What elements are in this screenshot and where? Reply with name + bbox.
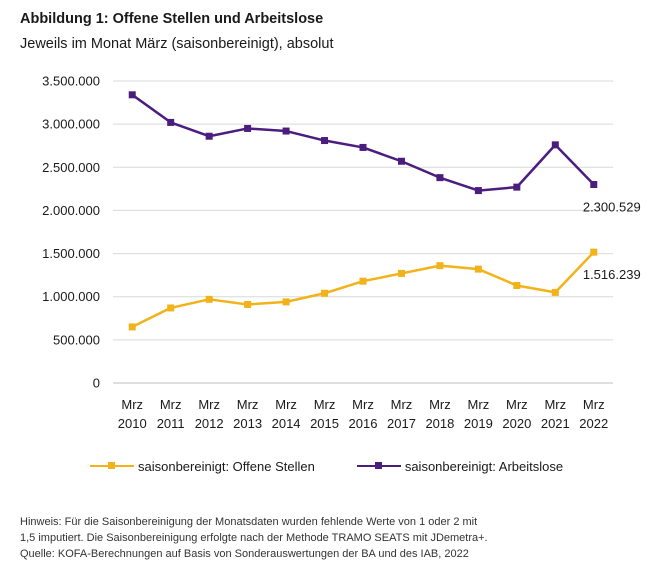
x-tick-label-month: Mrz: [544, 397, 566, 412]
y-tick-label: 2.500.000: [42, 160, 100, 175]
x-tick-label-month: Mrz: [314, 397, 336, 412]
data-point-offene: [321, 289, 329, 297]
x-tick-label-month: Mrz: [429, 397, 451, 412]
line-chart: 0 500.000 1.000.000 1.500.000 2.000.000 2.500…: [42, 74, 641, 432]
x-tick-label-year: 2010: [118, 416, 147, 431]
series-layer: [128, 91, 598, 331]
end-value-label-arbeitslose: 2.300.529: [583, 199, 641, 214]
data-point-arbeitslose: [551, 141, 559, 149]
y-tick-label: 500.000: [53, 332, 100, 347]
x-tick-label-year: 2013: [233, 416, 262, 431]
data-point-arbeitslose: [359, 143, 367, 151]
chart-subtitle: Jeweils im Monat März (saisonbereinigt),…: [20, 36, 334, 52]
data-point-offene: [397, 269, 405, 277]
data-point-arbeitslose: [397, 157, 405, 165]
x-tick-label-year: 2019: [464, 416, 493, 431]
note-line-1: Hinweis: Für die Saisonbereinigung der M…: [20, 516, 478, 528]
data-point-offene: [513, 281, 521, 289]
y-tick-label: 1.000.000: [42, 289, 100, 304]
legend-swatch-arbeitslose: [356, 458, 401, 474]
y-tick-label: 1.500.000: [42, 246, 100, 261]
chart-title: Abbildung 1: Offene Stellen und Arbeitsl…: [20, 11, 324, 27]
x-tick-label-month: Mrz: [583, 397, 605, 412]
data-point-offene: [244, 300, 252, 308]
x-tick-label-month: Mrz: [506, 397, 528, 412]
data-point-arbeitslose: [244, 124, 252, 132]
x-tick-label-month: Mrz: [160, 397, 182, 412]
data-point-arbeitslose: [321, 137, 329, 145]
series-line-offene: [131, 251, 595, 329]
data-point-arbeitslose: [590, 180, 598, 188]
y-tick-label: 3.000.000: [42, 117, 100, 132]
series-line-arbeitslose: [131, 93, 595, 192]
x-tick-label-year: 2012: [195, 416, 224, 431]
x-tick-label-month: Mrz: [198, 397, 220, 412]
x-tick-label-month: Mrz: [352, 397, 374, 412]
legend-item-offene-stellen: saisonbereinigt: Offene Stellen: [90, 458, 315, 474]
data-point-arbeitslose: [205, 132, 213, 140]
x-tick-label-month: Mrz: [275, 397, 297, 412]
legend-label-offene-stellen: saisonbereinigt: Offene Stellen: [138, 458, 315, 474]
x-tick-label-year: 2021: [541, 416, 570, 431]
gridlines: [113, 80, 613, 384]
x-tick-label-year: 2020: [502, 416, 531, 431]
end-value-label-offene: 1.516.239: [583, 267, 641, 282]
x-tick-label-month: Mrz: [121, 397, 143, 412]
note-line-2: 1,5 imputiert. Die Saisonbereinigung erf…: [20, 532, 488, 544]
x-tick-label-year: 2017: [387, 416, 416, 431]
footnotes: Hinweis: Für die Saisonbereinigung der M…: [20, 514, 488, 562]
x-tick-label-month: Mrz: [468, 397, 490, 412]
x-tick-label-month: Mrz: [237, 397, 259, 412]
end-labels: 1.516.239 2.300.529: [583, 199, 641, 282]
data-point-offene: [282, 298, 290, 306]
legend-swatch-offene-stellen: [90, 458, 134, 474]
legend: saisonbereinigt: Offene Stellen saisonbe…: [90, 458, 605, 474]
data-point-offene: [551, 288, 559, 296]
x-tick-label-year: 2022: [579, 416, 608, 431]
data-point-arbeitslose: [436, 174, 444, 182]
data-point-offene: [205, 295, 213, 303]
data-point-arbeitslose: [167, 118, 175, 126]
x-tick-label-year: 2018: [425, 416, 454, 431]
y-axis-ticks: 0 500.000 1.000.000 1.500.000 2.000.000 2.500…: [42, 74, 100, 391]
data-point-offene: [167, 304, 175, 312]
x-tick-label-year: 2016: [349, 416, 378, 431]
x-tick-label-year: 2014: [272, 416, 301, 431]
x-tick-label-year: 2015: [310, 416, 339, 431]
data-point-arbeitslose: [513, 183, 521, 191]
data-point-offene: [436, 262, 444, 270]
y-tick-label: 0: [93, 376, 100, 391]
data-point-offene: [359, 277, 367, 285]
x-axis-ticks: Mrz 2010 Mrz 2011 Mrz 2012 Mrz 2013 Mrz 2014 Mrz 20…: [118, 397, 608, 431]
y-tick-label: 2.000.000: [42, 203, 100, 218]
source-line: Quelle: KOFA-Berechnungen auf Basis von …: [20, 548, 469, 560]
x-tick-label-month: Mrz: [391, 397, 413, 412]
data-point-arbeitslose: [474, 187, 482, 195]
data-point-offene: [474, 265, 482, 273]
legend-item-arbeitslose: saisonbereinigt: Arbeitslose: [356, 458, 564, 474]
data-point-offene: [128, 323, 136, 331]
y-tick-label: 3.500.000: [42, 74, 100, 89]
data-point-arbeitslose: [282, 127, 290, 135]
x-tick-label-year: 2011: [157, 416, 185, 431]
legend-label-arbeitslose: saisonbereinigt: Arbeitslose: [404, 458, 564, 474]
data-point-arbeitslose: [128, 91, 136, 99]
data-point-offene: [590, 248, 598, 256]
